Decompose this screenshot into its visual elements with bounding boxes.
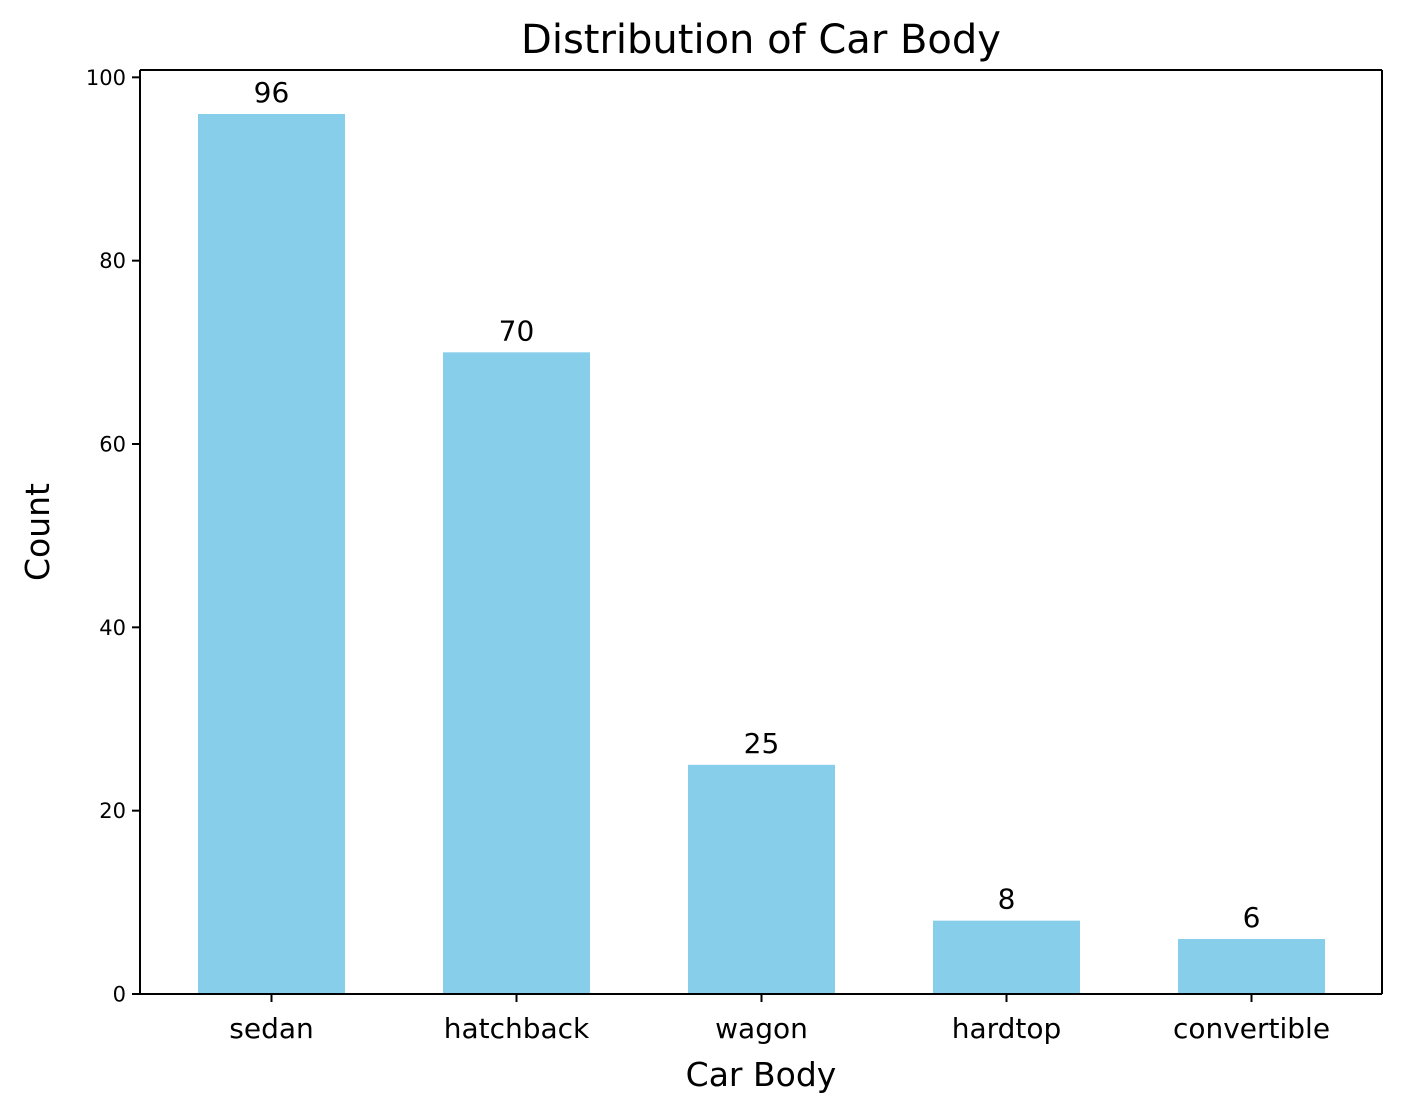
- x-axis-label: Car Body: [686, 1055, 837, 1094]
- bar-hatchback: [443, 352, 590, 994]
- data-label-hardtop: 8: [998, 883, 1016, 916]
- data-labels-group: 96 70 25 8 6: [254, 76, 1261, 934]
- bars-group: [198, 114, 1325, 994]
- y-tick-label-20: 20: [99, 799, 126, 823]
- x-tick-label-hatchback: hatchback: [444, 1012, 590, 1045]
- data-label-hatchback: 70: [499, 314, 535, 347]
- y-axis-ticks: 0 20 40 60 80 100: [86, 66, 140, 1007]
- y-tick-label-80: 80: [99, 249, 126, 273]
- x-tick-label-wagon: wagon: [715, 1012, 808, 1045]
- chart-title: Distribution of Car Body: [521, 17, 1001, 63]
- x-tick-label-convertible: convertible: [1173, 1012, 1330, 1045]
- data-label-wagon: 25: [744, 727, 780, 760]
- y-tick-label-40: 40: [99, 616, 126, 640]
- x-axis-ticks: sedan hatchback wagon hardtop convertible: [229, 994, 1330, 1045]
- bar-convertible: [1178, 939, 1325, 994]
- y-tick-label-0: 0: [113, 983, 126, 1007]
- y-tick-label-60: 60: [99, 433, 126, 457]
- bar-sedan: [198, 114, 345, 994]
- bar-wagon: [688, 764, 835, 994]
- bar-hardtop: [933, 920, 1080, 994]
- data-label-sedan: 96: [254, 76, 290, 109]
- y-tick-label-100: 100: [86, 66, 126, 90]
- x-tick-label-sedan: sedan: [229, 1012, 314, 1045]
- data-label-convertible: 6: [1243, 901, 1261, 934]
- y-axis-label: Count: [18, 483, 57, 581]
- x-tick-label-hardtop: hardtop: [952, 1012, 1062, 1045]
- axes-frame: [139, 69, 1383, 995]
